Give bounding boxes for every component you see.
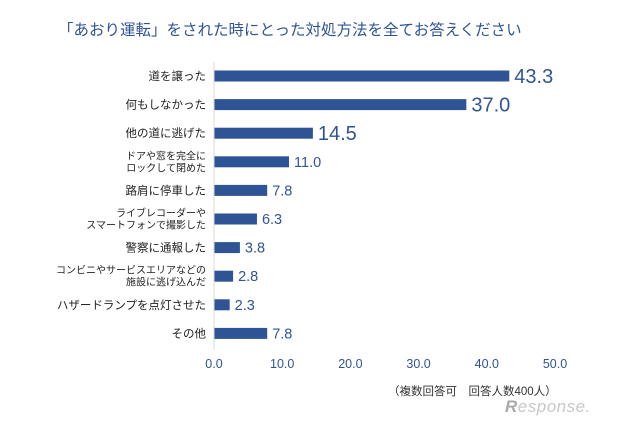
bar-5 [214,184,268,196]
category-label-5: 路肩に停車した [126,183,207,197]
value-labels: 43.337.014.511.07.86.33.82.82.37.8 [235,66,554,342]
category-label-3: 他の道に逃げた [126,126,207,140]
value-label-4: 11.0 [294,155,321,171]
x-tick-label-6: 50.0 [543,357,567,371]
value-label-9: 2.3 [235,298,255,314]
category-label-10: その他 [172,327,207,340]
chart-title: 「あおり運転」をされた時にとった対処方法を全てお答えください [58,22,522,39]
x-tick-label-5: 40.0 [475,357,499,371]
value-label-1: 43.3 [514,66,553,88]
category-label-9: ハザードランプを点灯させた [57,299,206,312]
x-axis: 0.0 10.0 20.0 30.0 40.0 50.0 [205,62,567,371]
category-labels: 道を譲った何もしなかった他の道に逃げたドアや窓を完全にロックして閉めた路肩に停車… [56,69,206,340]
bar-8 [214,270,234,282]
bar-9 [214,299,230,311]
x-tick-label-2: 10.0 [270,357,294,371]
bar-4 [214,156,290,168]
category-label-7: 警察に通報した [126,241,207,255]
category-label-8: コンビニやサービスエリアなどの施設に逃げ込んだ [56,265,206,289]
bars [214,70,510,339]
value-label-2: 37.0 [471,95,510,117]
category-label-6: ライブレコーダーやスマートフォンで撮影した [86,207,206,232]
value-label-10: 7.8 [272,326,292,342]
value-label-7: 3.8 [245,241,265,257]
x-tick-label-1: 0.0 [205,357,222,371]
category-label-2: 何もしなかった [126,99,207,112]
bar-7 [214,242,240,254]
value-label-3: 14.5 [318,123,357,145]
category-label-4: ドアや窓を完全にロックして閉めた [126,149,206,174]
value-label-5: 7.8 [272,183,292,199]
value-label-8: 2.8 [238,269,258,285]
respondent-note: （複数回答可 回答人数400人） [388,386,557,398]
x-tick-label-4: 30.0 [406,357,430,371]
bar-2 [214,99,467,111]
bar-3 [214,127,313,139]
bar-10 [214,327,268,339]
bar-6 [214,213,257,225]
x-tick-label-3: 20.0 [338,357,362,371]
category-label-1: 道を譲った [149,69,207,83]
bar-1 [214,70,510,82]
response-logo: Response. [505,397,591,416]
value-label-6: 6.3 [262,212,282,228]
